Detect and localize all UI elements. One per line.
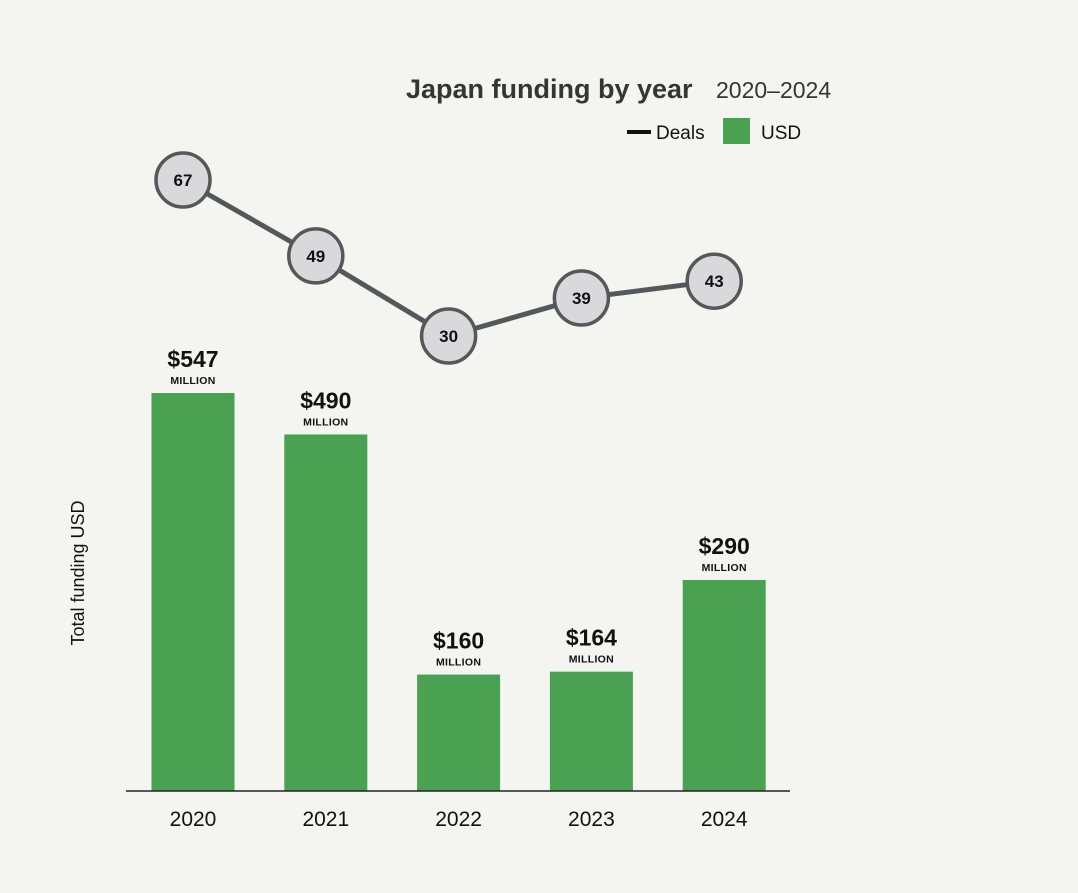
y-axis-label: Total funding USD xyxy=(68,500,88,645)
bar-unit-label-2021: MILLION xyxy=(303,416,348,428)
deals-point-2023 xyxy=(552,269,611,327)
deals-point-2022 xyxy=(419,307,478,365)
deals-point-2020 xyxy=(154,151,212,209)
bar-value-label-2020: $547 xyxy=(167,346,218,372)
bar-2024 xyxy=(682,579,766,791)
deals-value-label-2021: 49 xyxy=(306,247,325,266)
bar-value-label-2022: $160 xyxy=(433,628,484,654)
bar-2021 xyxy=(284,434,368,791)
deals-point-2021 xyxy=(287,227,345,285)
deals-value-label-2020: 67 xyxy=(174,171,193,190)
x-tick-label-2024: 2024 xyxy=(701,808,748,831)
x-tick-label-2022: 2022 xyxy=(435,808,482,831)
legend-deals-label: Deals xyxy=(656,123,705,144)
bar-unit-label-2024: MILLION xyxy=(702,562,747,574)
deals-value-label-2023: 39 xyxy=(572,289,591,308)
bar-unit-label-2022: MILLION xyxy=(436,657,481,669)
bar-series: $547 MILLION $490 MILLION $160 MILLION $164 MIL… xyxy=(151,346,766,791)
deals-value-label-2022: 30 xyxy=(439,327,458,346)
deals-line-series: 67 49 30 39 43 xyxy=(154,151,743,365)
bar-value-label-2023: $164 xyxy=(566,625,617,651)
bar-2020 xyxy=(151,393,235,791)
deals-point-2024 xyxy=(685,252,743,310)
bar-value-label-2024: $290 xyxy=(699,533,750,559)
bar-unit-label-2023: MILLION xyxy=(569,654,614,666)
legend-usd-swatch xyxy=(723,118,750,144)
legend-usd-label: USD xyxy=(761,123,801,144)
x-tick-label-2021: 2021 xyxy=(302,808,349,831)
bar-value-label-2021: $490 xyxy=(300,387,351,413)
bar-2022 xyxy=(417,674,501,791)
x-tick-label-2023: 2023 xyxy=(568,808,615,831)
bar-2023 xyxy=(549,671,633,791)
bar-unit-label-2020: MILLION xyxy=(170,375,215,387)
chart-title: Japan funding by year xyxy=(406,74,693,104)
x-axis-ticks: 2020 2021 2022 2023 2024 xyxy=(170,808,748,831)
x-tick-label-2020: 2020 xyxy=(170,808,217,831)
deals-value-label-2024: 43 xyxy=(705,272,724,291)
chart-subtitle: 2020–2024 xyxy=(716,77,831,103)
